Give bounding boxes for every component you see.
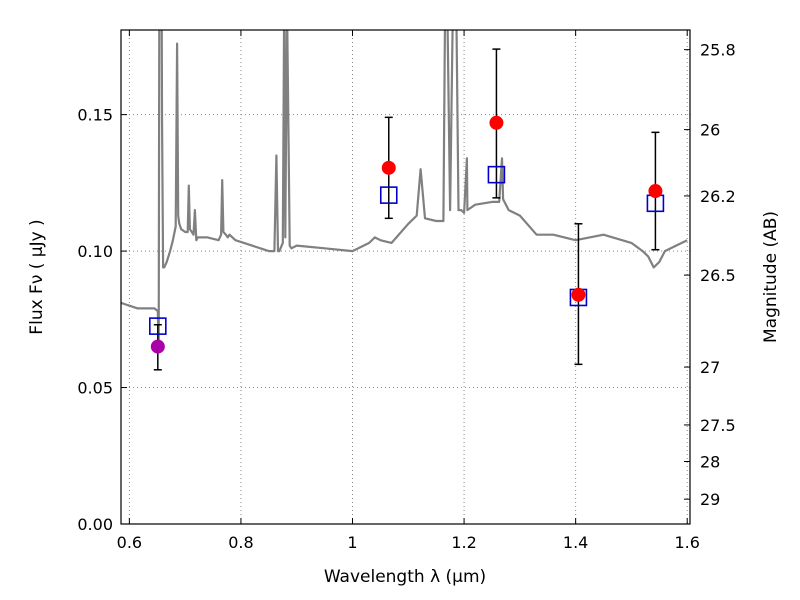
x-tick-label: 1.4 <box>563 533 588 552</box>
x-tick-label: 1.2 <box>451 533 476 552</box>
x-tick-label: 0.6 <box>117 533 142 552</box>
observed-flux-point <box>381 160 396 175</box>
y2-axis-title: Magnitude (AB) <box>761 211 781 343</box>
model-spectrum-line <box>121 30 688 348</box>
y2-tick-label: 26 <box>700 121 720 140</box>
y2-tick-label: 26.2 <box>700 187 736 206</box>
x-tick-label: 1.6 <box>674 533 699 552</box>
y-tick-label: 0.10 <box>77 242 113 261</box>
model-photometry-square <box>487 165 506 184</box>
y2-tick-label: 27 <box>700 358 720 377</box>
observed-flux-point <box>648 184 663 199</box>
observed-flux-point <box>489 115 504 130</box>
y2-tick-label: 26.5 <box>700 266 736 285</box>
y2-tick-label: 28 <box>700 452 720 471</box>
model-photometry-square <box>149 317 167 335</box>
y-axis-title: Flux Fν ( μJy ) <box>27 219 47 334</box>
y2-tick-label: 29 <box>700 490 720 509</box>
model-photometry-square <box>379 186 398 204</box>
x-tick-label: 1 <box>347 533 357 552</box>
y2-tick-label: 27.5 <box>700 416 736 435</box>
plot-frame <box>120 29 691 525</box>
x-tick-label: 0.8 <box>228 533 253 552</box>
grid-lines <box>121 30 690 524</box>
axis-ticks: 0.6 0.8 1 1.2 1.4 1.6 0.00 0.05 0.10 0.15 25.8 26 26… <box>77 30 736 552</box>
observed-flux-point <box>571 287 586 302</box>
y-tick-label: 0.05 <box>77 379 113 398</box>
x-axis-title: Wavelength λ (μm) <box>324 567 486 587</box>
y-tick-label: 0.15 <box>77 106 113 125</box>
observed-flux-point <box>150 339 165 354</box>
plot-area <box>121 30 688 371</box>
y2-tick-label: 25.8 <box>700 41 736 60</box>
y-tick-label: 0.00 <box>77 515 113 534</box>
